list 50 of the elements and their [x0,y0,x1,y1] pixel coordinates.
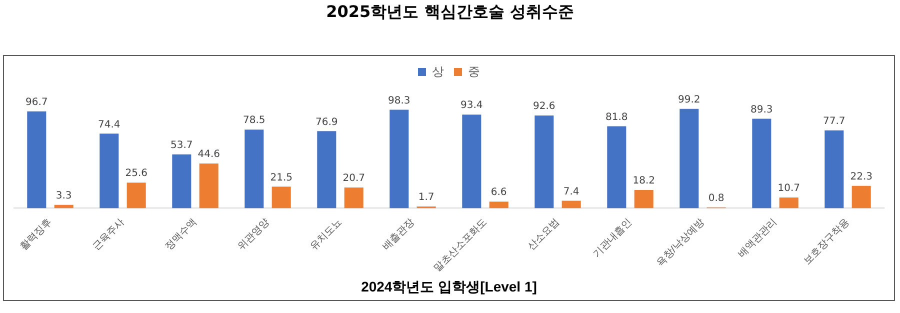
bar [27,111,46,208]
data-label: 20.7 [342,173,365,184]
bar [272,186,291,208]
data-label: 7.4 [563,186,580,198]
chart-title: 2025학년도 핵심간호술 성취수준 [325,2,575,23]
data-label: 18.2 [632,176,655,187]
data-label: 78.5 [243,115,266,126]
bar [344,187,364,208]
bar [462,114,482,208]
bar [562,200,581,208]
bar [390,110,409,208]
data-label: 98.3 [388,95,410,106]
bar [534,115,554,208]
bar [54,204,74,208]
data-label: 44.6 [198,149,220,160]
data-label: 74.4 [98,119,120,130]
data-label: 6.6 [490,187,507,198]
bar [126,182,146,208]
data-label: 10.7 [778,183,800,194]
legend-label: 상 [432,64,444,78]
data-label: 76.9 [316,116,338,128]
bar [199,164,218,208]
bar [752,118,772,208]
bar [244,130,264,208]
data-label: 92.6 [533,101,556,112]
data-label: 99.2 [678,94,700,106]
data-label: 81.8 [606,112,628,123]
data-label: 53.7 [170,140,193,152]
x-axis-title: 2024학년도 입학생[Level 1] [361,278,537,294]
bar [489,202,508,208]
data-label: 22.3 [850,171,872,182]
bar [100,134,119,208]
data-label: 96.7 [26,96,48,108]
bar [680,108,699,208]
bar [172,154,192,208]
bar [634,190,654,208]
data-label: 93.4 [460,100,483,112]
legend-label: 중 [468,64,480,78]
bar [779,198,798,208]
bar [824,130,844,208]
data-label: 21.5 [270,172,292,184]
data-label: 89.3 [750,104,773,116]
bar [852,186,871,208]
bar [607,126,626,208]
data-label: 25.6 [125,168,148,180]
data-label: 1.7 [418,192,434,204]
bar [317,131,336,208]
data-label: 77.7 [823,116,846,127]
data-label: 0.8 [708,193,724,204]
data-label: 3.3 [56,190,72,202]
